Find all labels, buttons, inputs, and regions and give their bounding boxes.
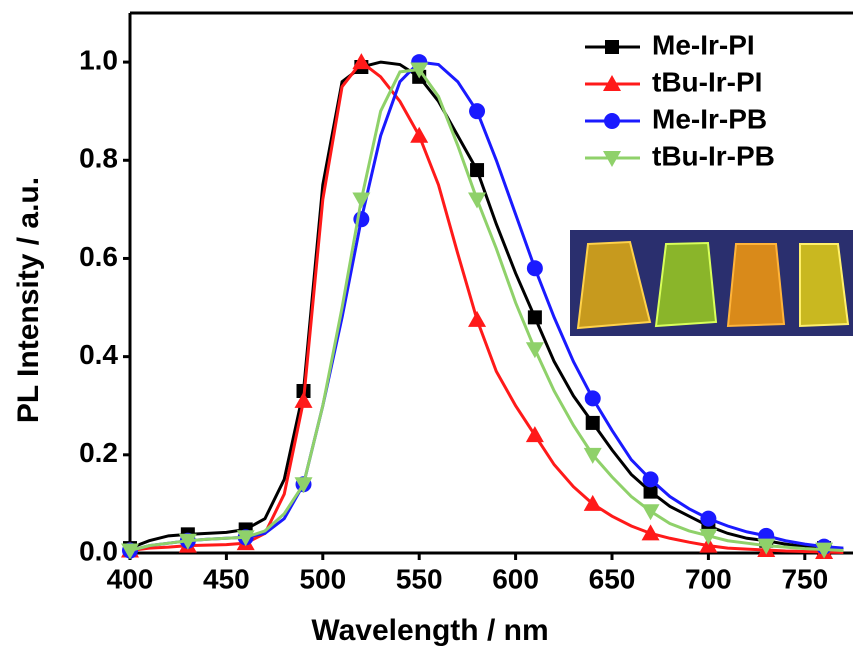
data-point (583, 447, 602, 464)
x-tick-label: 400 (107, 563, 154, 594)
data-point (352, 53, 371, 70)
legend-marker (603, 151, 621, 167)
data-point (584, 390, 601, 407)
x-tick-label: 700 (685, 563, 732, 594)
data-point (352, 192, 371, 209)
data-point (583, 494, 602, 511)
y-tick-label: 0.8 (79, 143, 118, 174)
y-tick-label: 0.6 (79, 241, 118, 272)
x-tick-label: 650 (589, 563, 636, 594)
data-point (525, 342, 544, 359)
x-tick-label: 500 (299, 563, 346, 594)
data-point (699, 528, 718, 545)
x-axis-label: Wavelength / nm (311, 614, 548, 647)
x-tick-label: 600 (492, 563, 539, 594)
data-point (641, 524, 660, 541)
data-point (643, 484, 658, 499)
data-point (294, 477, 313, 494)
inset-photo (570, 230, 853, 336)
legend-label: Me-Ir-PB (652, 103, 767, 134)
legend-label: Me-Ir-PI (652, 29, 755, 60)
legend-marker (605, 40, 619, 54)
data-point (815, 542, 834, 559)
data-point (410, 62, 429, 79)
y-tick-label: 0.2 (79, 437, 118, 468)
legend-marker (603, 75, 621, 91)
data-point (178, 533, 197, 550)
data-point (410, 126, 429, 143)
x-tick-label: 750 (781, 563, 828, 594)
data-point (526, 260, 543, 277)
y-axis-label: PL Intensity / a.u. (12, 177, 45, 423)
data-point (469, 103, 486, 120)
data-point (757, 538, 776, 555)
data-point (642, 471, 659, 488)
data-point (121, 543, 139, 560)
y-tick-label: 0.4 (79, 339, 118, 370)
x-tick-label: 550 (396, 563, 443, 594)
data-point (525, 426, 544, 443)
y-tick-label: 0.0 (79, 535, 118, 566)
x-tick-label: 450 (203, 563, 250, 594)
data-point (236, 530, 255, 547)
data-point (527, 310, 542, 325)
data-point (468, 310, 487, 327)
legend-label: tBu-Ir-PB (652, 140, 775, 171)
data-point (585, 415, 600, 430)
legend-marker (604, 113, 620, 129)
data-point (700, 510, 717, 527)
legend-label: tBu-Ir-PI (652, 66, 762, 97)
data-point (468, 192, 487, 209)
data-point (641, 504, 660, 521)
y-tick-label: 1.0 (79, 44, 118, 75)
data-point (470, 163, 485, 178)
data-point (294, 391, 313, 408)
